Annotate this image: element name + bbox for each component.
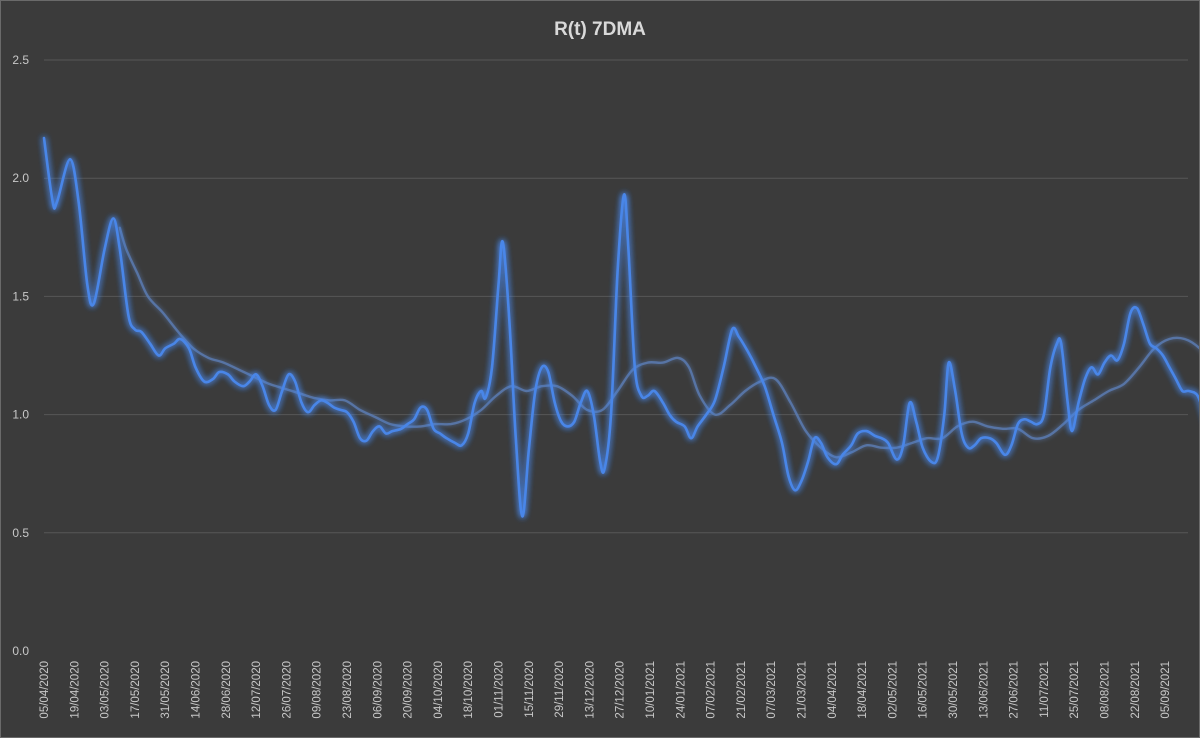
x-tick-label: 07/02/2021 xyxy=(706,661,718,719)
x-tick-label: 27/12/2020 xyxy=(615,661,627,719)
x-tick-label: 08/08/2021 xyxy=(1100,661,1112,719)
x-tick-label: 28/06/2020 xyxy=(221,661,233,719)
x-tick-label: 24/01/2021 xyxy=(675,661,687,719)
y-tick-label: 1.0 xyxy=(12,408,29,422)
x-tick-label: 15/11/2020 xyxy=(524,661,536,718)
x-tick-label: 26/07/2020 xyxy=(281,661,293,719)
x-tick-label: 09/08/2020 xyxy=(312,661,324,719)
x-tick-label: 17/05/2020 xyxy=(130,661,142,719)
x-tick-label: 11/07/2021 xyxy=(1039,661,1051,718)
y-tick-label: 0.0 xyxy=(12,644,29,658)
x-tick-label: 27/06/2021 xyxy=(1009,661,1021,719)
y-tick-label: 1.5 xyxy=(12,289,29,303)
x-tick-label: 04/10/2020 xyxy=(433,661,445,719)
x-tick-label: 29/11/2020 xyxy=(554,661,566,718)
x-tick-label: 05/09/2021 xyxy=(1160,661,1172,719)
y-tick-label: 2.0 xyxy=(12,171,29,185)
y-tick-label: 2.5 xyxy=(12,53,29,67)
x-tick-label: 05/04/2020 xyxy=(39,661,51,719)
x-tick-label: 31/05/2020 xyxy=(160,661,172,719)
x-tick-label: 20/09/2020 xyxy=(403,661,415,719)
x-tick-label: 06/09/2020 xyxy=(372,661,384,719)
x-tick-label: 21/02/2021 xyxy=(736,661,748,719)
x-tick-label: 04/04/2021 xyxy=(827,661,839,719)
x-axis-ticks: 05/04/2020 19/04/2020 03/05/2020 17/05/2020… xyxy=(39,661,1172,719)
y-tick-label: 0.5 xyxy=(12,526,29,540)
x-tick-label: 13/12/2020 xyxy=(584,661,596,719)
series-line-rt xyxy=(42,136,1199,518)
x-tick-label: 14/06/2020 xyxy=(191,661,203,719)
x-tick-label: 22/08/2021 xyxy=(1130,661,1142,719)
x-tick-label: 10/01/2021 xyxy=(645,661,657,719)
x-tick-label: 01/11/2020 xyxy=(494,661,506,718)
x-tick-label: 02/05/2021 xyxy=(887,661,899,719)
y-axis-ticks: 0.0 0.5 1.0 1.5 2.0 2.5 xyxy=(12,53,29,658)
x-tick-label: 13/06/2021 xyxy=(978,661,990,719)
reference-lines xyxy=(44,413,1184,511)
x-tick-label: 30/05/2021 xyxy=(948,661,960,719)
chart-title: R(t) 7DMA xyxy=(554,19,646,40)
x-tick-label: 18/04/2021 xyxy=(857,661,869,719)
x-tick-label: 16/05/2021 xyxy=(918,661,930,719)
x-tick-label: 12/07/2020 xyxy=(251,661,263,719)
x-tick-label: 07/03/2021 xyxy=(766,661,778,719)
x-tick-label: 19/04/2020 xyxy=(69,661,81,719)
x-tick-label: 23/08/2020 xyxy=(342,661,354,719)
x-tick-label: 21/03/2021 xyxy=(797,661,809,719)
x-tick-label: 03/05/2020 xyxy=(100,661,112,719)
x-tick-label: 25/07/2021 xyxy=(1069,661,1081,719)
series-lines xyxy=(42,136,1199,518)
x-tick-label: 18/10/2020 xyxy=(463,661,475,719)
